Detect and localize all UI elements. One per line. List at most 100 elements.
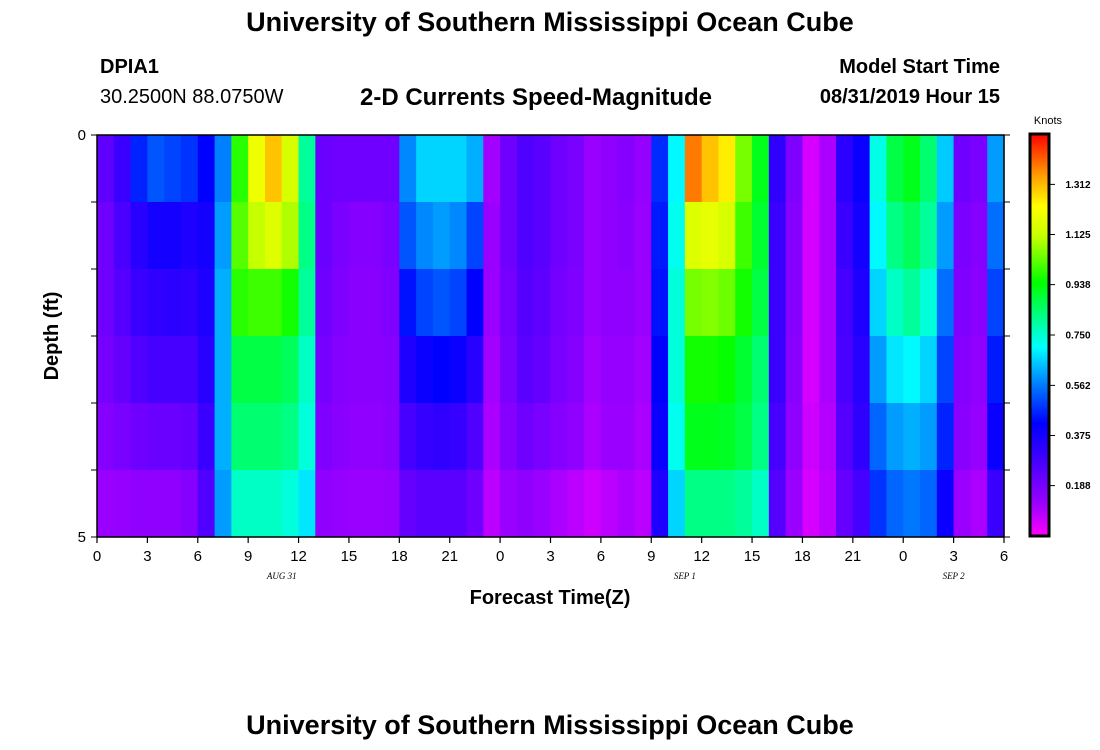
heatmap-cell [348, 336, 367, 404]
heatmap-cell [735, 269, 753, 337]
heatmap-cell [600, 403, 619, 471]
heatmap-cell [550, 403, 568, 471]
heatmap-cell [617, 269, 636, 337]
heatmap-cell [802, 470, 820, 538]
heatmap-cell [180, 202, 199, 270]
plot-title: 2-D Currents Speed-Magnitude [360, 84, 713, 111]
heatmap-cell [113, 336, 132, 404]
heatmap-cell [600, 135, 619, 203]
heatmap-cell [382, 336, 400, 404]
heatmap-cell [231, 470, 249, 538]
heatmap-cell [634, 202, 652, 270]
heatmap-cell [466, 135, 484, 203]
heatmap-cell [768, 135, 787, 203]
heatmap-cell [684, 269, 703, 337]
heatmap-cell [701, 269, 720, 337]
heatmap-cell [970, 269, 988, 337]
heatmap-cell [315, 336, 333, 404]
heatmap-cell [567, 202, 585, 270]
heatmap-cell [382, 269, 400, 337]
heatmap-cell [819, 403, 837, 471]
heatmap-cell [936, 269, 955, 337]
colorbar-tick-label: 0.188 [1065, 481, 1090, 492]
heatmap-cell [953, 470, 972, 538]
heatmap-cell [113, 403, 132, 471]
heatmap-cell [718, 269, 736, 337]
heatmap-cell [348, 135, 367, 203]
heatmap-cell [264, 336, 283, 404]
x-tick-label: 0 [899, 548, 907, 565]
heatmap-cell [920, 202, 938, 270]
heatmap-cell [869, 202, 888, 270]
heatmap-cell [332, 470, 350, 538]
heatmap-cell [214, 403, 232, 471]
heatmap-cell [315, 269, 333, 337]
heatmap-cell [113, 202, 132, 270]
heatmap-cell [752, 403, 770, 471]
heatmap-cell [449, 135, 468, 203]
heatmap-cell [264, 470, 283, 538]
heatmap-cell [785, 403, 804, 471]
heatmap-cell [634, 269, 652, 337]
heatmap-cell [332, 135, 350, 203]
colorbar-tick-label: 0.375 [1065, 431, 1090, 442]
heatmap-cell [886, 470, 904, 538]
heatmap-cell [819, 135, 837, 203]
heatmap-cell [785, 135, 804, 203]
heatmap-cell [584, 336, 602, 404]
station-id: DPIA1 [100, 56, 159, 78]
heatmap-cell [920, 135, 938, 203]
heatmap-cell [634, 403, 652, 471]
heatmap-cell [315, 202, 333, 270]
heatmap-cell [668, 269, 686, 337]
colorbar-unit: Knots [1034, 115, 1063, 127]
heatmap-cell [399, 403, 417, 471]
y-tick-label: 5 [78, 529, 86, 546]
heatmap-cell [231, 135, 249, 203]
heatmap-cell [886, 336, 904, 404]
heatmap-cell [550, 336, 568, 404]
heatmap-cell [567, 470, 585, 538]
heatmap-cell [147, 135, 165, 203]
heatmap-cell [718, 336, 736, 404]
heatmap-cell [852, 269, 871, 337]
heatmap-cell [953, 269, 972, 337]
heatmap-cell [97, 470, 115, 538]
heatmap-cell [684, 336, 703, 404]
heatmap-cell [584, 470, 602, 538]
heatmap-cell [365, 202, 384, 270]
heatmap-cell [264, 135, 283, 203]
heatmap-cell [785, 470, 804, 538]
heatmap-cell [785, 336, 804, 404]
heatmap-cell [248, 470, 266, 538]
heatmap-cell [483, 269, 501, 337]
x-axis-title: Forecast Time(Z) [470, 587, 631, 609]
heatmap-cell [432, 202, 451, 270]
heatmap-cell [936, 135, 955, 203]
heatmap-cell [365, 336, 384, 404]
heatmap-cell [852, 470, 871, 538]
model-start-time: 08/31/2019 Hour 15 [819, 86, 1000, 108]
heatmap-cell [987, 336, 1005, 404]
heatmap-cell [147, 202, 165, 270]
heatmap-cell [701, 336, 720, 404]
heatmap-cell [147, 269, 165, 337]
day-label: AUG 31 [266, 571, 297, 581]
heatmap-cell [516, 336, 535, 404]
x-tick-label: 21 [441, 548, 458, 565]
heatmap-cell [735, 135, 753, 203]
heatmap-cell [365, 470, 384, 538]
heatmap-cell [281, 470, 300, 538]
heatmap-cell [836, 403, 854, 471]
heatmap-cell [164, 336, 182, 404]
heatmap-cell [483, 135, 501, 203]
heatmap-cell [248, 135, 266, 203]
heatmap-cell [920, 470, 938, 538]
heatmap-cell [382, 470, 400, 538]
x-tick-label: 15 [744, 548, 761, 565]
heatmap-cell [920, 403, 938, 471]
heatmap-cell [634, 470, 652, 538]
heatmap-cell [365, 135, 384, 203]
heatmap-cell [416, 135, 434, 203]
heatmap-cell [197, 403, 216, 471]
